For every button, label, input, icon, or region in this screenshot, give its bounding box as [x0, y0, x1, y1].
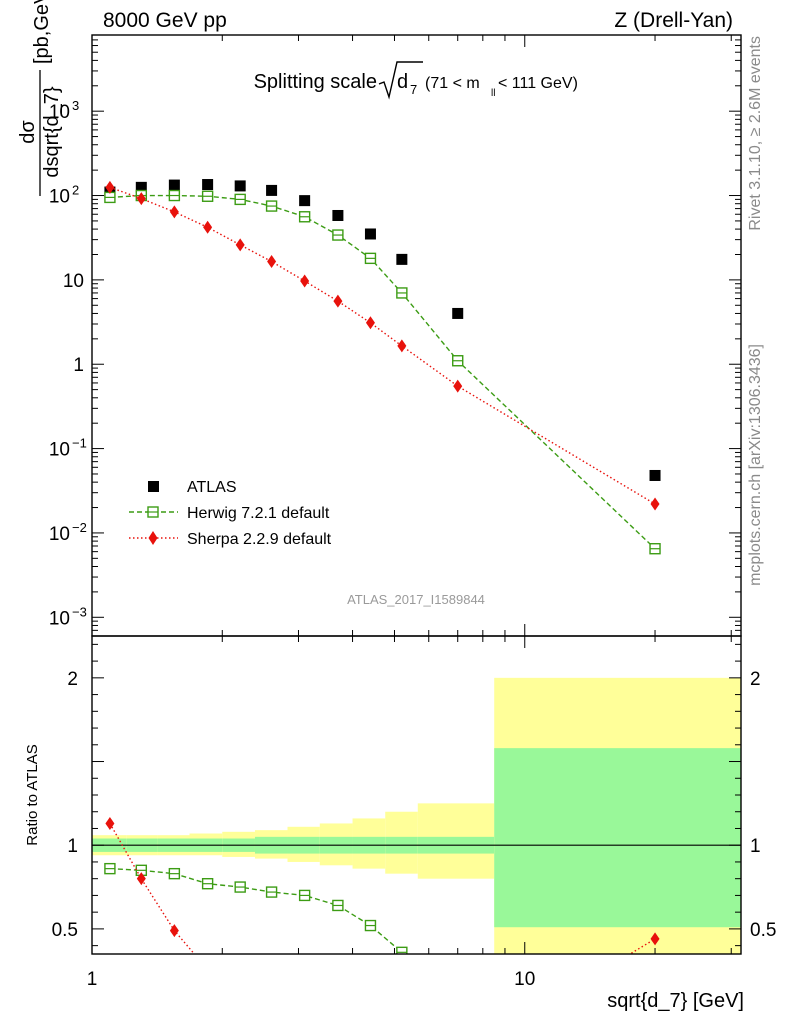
main-series-line-2	[109, 186, 656, 505]
title-range-suffix: < 111 GeV)	[498, 75, 578, 92]
y-tick-label-exponent: −3	[72, 604, 87, 619]
sherpa-data-point	[203, 220, 213, 234]
y-tick-label: 10	[49, 524, 70, 545]
ratio-plot-area	[92, 677, 741, 954]
x-tick-label: 10	[514, 969, 535, 990]
analysis-watermark: ATLAS_2017_I1589844	[347, 592, 485, 607]
y-tick-label: 10	[49, 440, 70, 461]
main-plot-area	[104, 179, 661, 555]
atlas-data-point	[202, 179, 214, 191]
title-range-prefix: (71 < m	[425, 75, 480, 92]
header-left: 8000 GeV pp	[103, 9, 227, 32]
ratio-y-tick-label-left: 0.5	[52, 920, 78, 941]
legend-atlas-marker	[148, 481, 159, 492]
ratio-y-tick-label-right: 1	[750, 836, 761, 857]
sqrt-symbol-icon	[378, 61, 423, 100]
plot-title: Splitting scale d 7 (71 < m ll < 111 GeV…	[254, 61, 578, 100]
y-tick-label-exponent: 2	[72, 183, 79, 198]
y-tick-label: 10	[63, 271, 84, 292]
main-ylabel: dσ dsqrt{d_7} [pb,GeV-1]	[17, 0, 63, 196]
title-symbol-sub: 7	[410, 82, 417, 97]
atlas-data-point	[452, 307, 464, 319]
atlas-data-point	[364, 228, 376, 240]
ratio-y-tick-label-right: 0.5	[750, 920, 776, 941]
legend-sherpa-label: Sherpa 2.2.9 default	[187, 531, 332, 548]
legend: ATLAS Herwig 7.2.1 default Sherpa 2.2.9 …	[129, 479, 332, 548]
y-tick-label-exponent: −1	[72, 436, 87, 451]
sherpa-data-point	[169, 205, 179, 219]
atlas-data-point	[234, 180, 246, 192]
herwig-ratio-line	[109, 867, 403, 953]
atlas-data-point	[299, 195, 311, 207]
ratio-y-tick-label-left: 1	[67, 836, 78, 857]
legend-sherpa-marker	[148, 531, 158, 545]
y-tick-label-exponent: 3	[72, 98, 79, 113]
title-range-sub: ll	[491, 88, 495, 99]
ylabel-bottom: dsqrt{d_7}	[41, 86, 63, 178]
sherpa-data-point	[333, 294, 343, 308]
sherpa-ratio-point	[650, 932, 660, 946]
header-right: Z (Drell-Yan)	[614, 9, 733, 32]
ratio-y-tick-label-left: 2	[67, 669, 78, 690]
sherpa-ratio-point	[105, 816, 115, 830]
rivet-label: Rivet 3.1.10, ≥ 2.6M events	[747, 36, 764, 231]
atlas-data-point	[332, 209, 344, 221]
atlas-data-point	[135, 181, 147, 193]
sherpa-data-point	[365, 316, 375, 330]
sherpa-data-point	[235, 238, 245, 252]
x-tick-label: 1	[87, 969, 98, 990]
sherpa-data-point	[300, 274, 310, 288]
sherpa-data-point	[136, 192, 146, 206]
atlas-data-point	[649, 469, 661, 481]
sherpa-data-point	[453, 379, 463, 393]
ratio-ylabel: Ratio to ATLAS	[24, 744, 41, 845]
ylabel-units: [pb,GeV-1]	[28, 0, 53, 64]
sherpa-data-point	[105, 180, 115, 194]
sherpa-ratio-point	[136, 872, 146, 886]
y-tick-label: 10	[49, 187, 70, 208]
ratio-axes: 1 10 0.5 0.5 1 1 2 2	[52, 635, 776, 990]
y-tick-label-exponent: −2	[72, 520, 87, 535]
ylabel-top: dσ	[17, 120, 39, 144]
ratio-inner-band	[494, 748, 741, 928]
atlas-data-point	[396, 253, 408, 265]
title-symbol: d	[397, 71, 408, 93]
y-tick-label: 10	[49, 102, 70, 123]
y-tick-label: 10	[49, 608, 70, 629]
legend-herwig-label: Herwig 7.2.1 default	[187, 505, 330, 522]
sherpa-ratio-point	[169, 924, 179, 938]
x-axis-label: sqrt{d_7} [GeV]	[607, 990, 744, 1012]
mcplots-label: mcplots.cern.ch [arXiv:1306.3436]	[747, 344, 764, 586]
atlas-data-point	[266, 184, 278, 196]
legend-atlas-label: ATLAS	[187, 479, 237, 496]
atlas-data-point	[168, 179, 180, 191]
sherpa-data-point	[650, 497, 660, 511]
ratio-y-tick-label-right: 2	[750, 669, 761, 690]
title-prefix: Splitting scale	[254, 71, 377, 93]
y-tick-label: 1	[73, 355, 84, 376]
sherpa-data-point	[397, 339, 407, 353]
sherpa-data-point	[267, 255, 277, 269]
